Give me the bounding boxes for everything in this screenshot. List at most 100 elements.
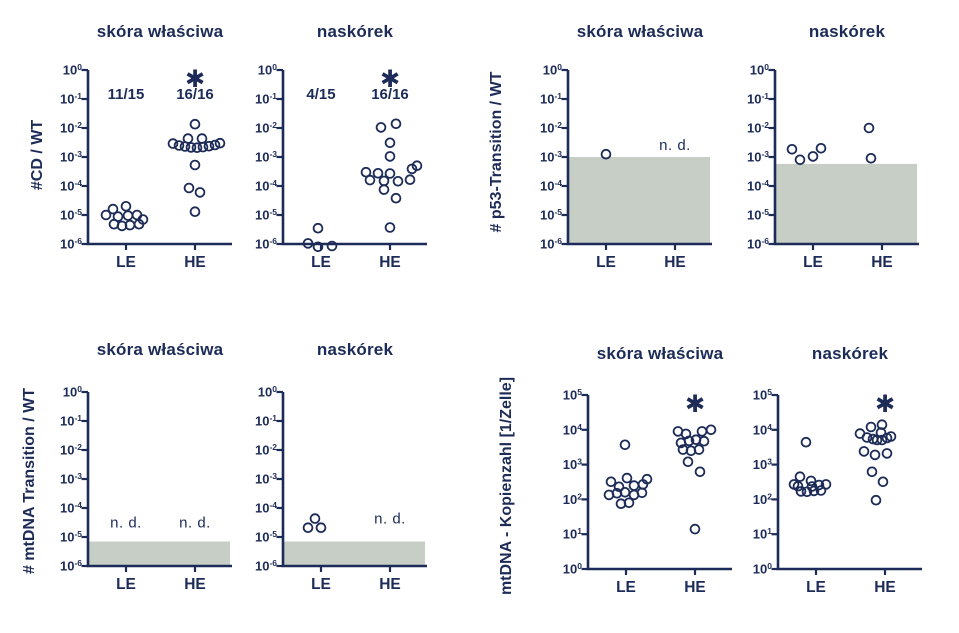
- data-point: [122, 210, 134, 221]
- subplot-mtdna-copies-epidermis: 105 104 103 102 101 100 LE HE ✱: [753, 387, 922, 596]
- not-detected-label: n. d.: [659, 137, 691, 154]
- data-point: [378, 175, 390, 187]
- data-point: [183, 182, 195, 194]
- data-point: [167, 138, 179, 149]
- y-tick-label: 103: [563, 457, 582, 473]
- x-category-label: LE: [596, 254, 616, 271]
- axes: [586, 395, 732, 571]
- x-category-label: HE: [379, 254, 401, 271]
- data-point: [885, 431, 897, 442]
- data-point: [312, 241, 324, 253]
- data-point: [866, 466, 878, 478]
- y-tick-label: 104: [753, 422, 772, 438]
- y-tick-label: 100: [258, 62, 277, 78]
- y-tick-label: 10-3: [540, 149, 562, 165]
- data-point: [364, 174, 376, 186]
- data-point: [621, 472, 633, 484]
- y-tick-label: 10-5: [540, 207, 562, 223]
- y-tick-label: 10-2: [255, 442, 277, 458]
- data-point: [189, 159, 201, 171]
- data-point: [185, 142, 197, 153]
- detection-limit-shade: [88, 541, 230, 566]
- y-tick-label: 101: [563, 526, 582, 542]
- data-point: [689, 523, 701, 535]
- data-point: [705, 424, 717, 436]
- subplot-cd-epidermis: 100 10-1 10-2 10-3 10-4 10-5 10-6 LE HE 4/15 16/16…: [255, 62, 427, 271]
- subplot-title-cd-epidermis: naskórek: [316, 22, 394, 41]
- subplot-mtdna-transition-dermis: 100 10-1 10-2 10-3 10-4 10-5 10-6 LE HE n. d. n. d…: [60, 384, 232, 593]
- data-point: [196, 133, 208, 144]
- data-point: [378, 184, 390, 195]
- data-point: [120, 201, 132, 212]
- y-tick-label: 10-4: [747, 178, 769, 194]
- positive-count: 11/15: [108, 86, 145, 103]
- data-point: [203, 140, 215, 152]
- data-point: [805, 475, 817, 487]
- data-point: [795, 486, 807, 497]
- data-point: [189, 206, 201, 218]
- detection-limit-shade: [568, 157, 710, 244]
- y-tick-label: 100: [543, 62, 562, 78]
- y-tick-label: 100: [63, 384, 82, 400]
- y-tick-label: 10-3: [60, 471, 82, 487]
- data-point: [858, 446, 870, 457]
- data-point: [636, 487, 648, 499]
- data-point: [131, 209, 143, 221]
- y-tick-label: 10-1: [255, 91, 277, 107]
- y-tick-label: 10-5: [255, 207, 277, 223]
- data-point: [312, 222, 324, 234]
- data-point: [815, 485, 827, 496]
- data-point: [694, 466, 706, 478]
- y-axis-label-p53: # p53-Transition / WT: [488, 71, 505, 233]
- data-point: [390, 118, 402, 130]
- y-tick-label: 10-3: [255, 471, 277, 487]
- y-tick-label: 10-4: [540, 178, 562, 194]
- data-point: [390, 192, 402, 204]
- data-point: [173, 140, 185, 151]
- significance-asterisk: ✱: [685, 391, 705, 418]
- significance-asterisk: ✱: [875, 391, 895, 418]
- y-tick-label: 10-5: [60, 529, 82, 545]
- data-point: [623, 497, 635, 509]
- y-tick-label: 100: [63, 62, 82, 78]
- y-tick-label: 10-3: [747, 149, 769, 165]
- y-tick-label: 10-1: [60, 91, 82, 107]
- data-point: [302, 238, 314, 249]
- data-point: [800, 436, 812, 448]
- data-point: [815, 143, 827, 154]
- positive-count: 16/16: [176, 86, 214, 103]
- data-point: [682, 456, 694, 468]
- subplot-title-mtdna-transition-dermis: skóra właściwa: [96, 340, 224, 359]
- y-tick-label: 100: [258, 384, 277, 400]
- data-point: [794, 154, 806, 166]
- y-tick-label: 10-4: [60, 178, 82, 194]
- y-tick-label: 10-1: [540, 91, 562, 107]
- x-category-label: LE: [806, 579, 826, 596]
- y-tick-label: 102: [563, 491, 582, 507]
- data-point: [600, 148, 612, 160]
- x-category-label: LE: [311, 254, 331, 271]
- data-point: [384, 168, 396, 179]
- subplot-title-p53-dermis: skóra właściwa: [576, 22, 704, 41]
- y-tick-label: 10-6: [60, 558, 82, 574]
- data-point: [326, 240, 338, 252]
- detection-limit-shade: [283, 541, 425, 566]
- data-point: [384, 137, 396, 149]
- data-point: [197, 141, 209, 153]
- data-point: [863, 122, 875, 134]
- y-tick-label: 10-5: [747, 207, 769, 223]
- data-point: [693, 444, 705, 455]
- y-tick-label: 105: [753, 387, 772, 403]
- y-tick-label: 10-2: [60, 442, 82, 458]
- data-point: [807, 151, 819, 162]
- data-point: [698, 435, 710, 447]
- subplot-title-p53-epidermis: naskórek: [808, 22, 886, 41]
- y-tick-label: 10-2: [60, 120, 82, 136]
- data-point: [411, 160, 423, 171]
- data-point: [384, 222, 396, 233]
- y-tick-label: 101: [753, 526, 772, 542]
- y-tick-label: 10-1: [747, 91, 769, 107]
- y-tick-label: 10-6: [60, 236, 82, 252]
- x-category-label: HE: [184, 576, 206, 593]
- y-tick-label: 10-6: [255, 236, 277, 252]
